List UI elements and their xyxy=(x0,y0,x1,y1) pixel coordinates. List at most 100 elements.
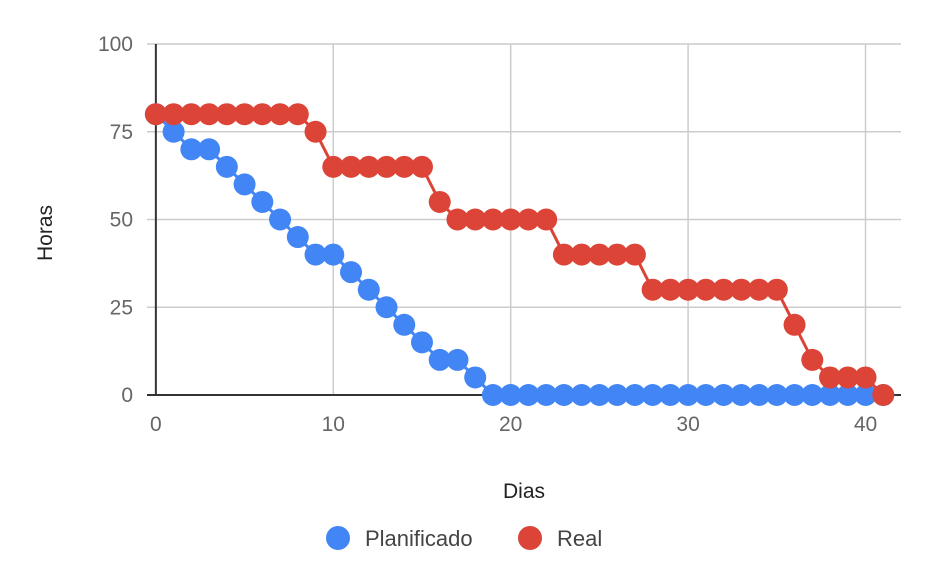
data-point-real-26[interactable] xyxy=(606,243,629,266)
data-point-real-35[interactable] xyxy=(765,278,788,301)
data-point-real-21[interactable] xyxy=(517,208,540,231)
data-point-planificado-37[interactable] xyxy=(801,384,824,406)
data-point-planificado-17[interactable] xyxy=(446,348,469,371)
data-point-planificado-21[interactable] xyxy=(517,384,540,406)
y-tick-label-100: 100 xyxy=(98,33,133,56)
data-point-real-12[interactable] xyxy=(357,155,380,178)
data-point-real-25[interactable] xyxy=(588,243,611,266)
data-point-real-32[interactable] xyxy=(712,278,735,301)
data-point-planificado-12[interactable] xyxy=(357,278,380,301)
data-point-real-0[interactable] xyxy=(144,103,167,126)
x-axis-title: Dias xyxy=(503,480,545,503)
data-point-planificado-39[interactable] xyxy=(836,384,859,406)
data-point-planificado-16[interactable] xyxy=(428,348,451,371)
series-line-planificado xyxy=(154,113,884,397)
data-point-planificado-4[interactable] xyxy=(215,155,238,178)
data-point-planificado-35[interactable] xyxy=(765,384,788,406)
data-point-real-40[interactable] xyxy=(854,366,877,389)
data-point-real-11[interactable] xyxy=(340,155,363,178)
tick-labels: 0 25 50 75 100 0 10 20 30 40 xyxy=(98,33,877,436)
data-point-real-2[interactable] xyxy=(180,103,203,126)
data-point-real-28[interactable] xyxy=(641,278,664,301)
data-point-planificado-40[interactable] xyxy=(854,384,877,406)
legend-label-planificado: Planificado xyxy=(365,526,473,551)
legend-item-planificado[interactable]: Planificado xyxy=(326,526,473,551)
x-tick-label-30: 30 xyxy=(676,413,699,436)
data-point-planificado-3[interactable] xyxy=(198,138,221,161)
data-point-real-24[interactable] xyxy=(570,243,593,266)
data-point-real-17[interactable] xyxy=(446,208,469,231)
data-point-real-3[interactable] xyxy=(198,103,221,126)
data-point-real-1[interactable] xyxy=(162,103,185,126)
data-point-real-6[interactable] xyxy=(251,103,274,126)
x-tick-label-20: 20 xyxy=(499,413,522,436)
data-point-planificado-23[interactable] xyxy=(552,384,575,406)
data-point-real-38[interactable] xyxy=(819,366,842,389)
data-point-real-4[interactable] xyxy=(215,103,238,126)
legend: Planificado Real xyxy=(326,526,602,551)
data-point-real-20[interactable] xyxy=(499,208,522,231)
data-point-planificado-11[interactable] xyxy=(340,261,363,284)
y-tick-label-25: 25 xyxy=(110,296,133,319)
data-point-planificado-31[interactable] xyxy=(694,384,717,406)
data-point-real-33[interactable] xyxy=(730,278,753,301)
data-point-planificado-34[interactable] xyxy=(748,384,771,406)
data-point-planificado-30[interactable] xyxy=(677,384,700,406)
data-point-planificado-9[interactable] xyxy=(304,243,327,266)
data-point-planificado-36[interactable] xyxy=(783,384,806,406)
data-point-real-9[interactable] xyxy=(304,120,327,143)
legend-label-real: Real xyxy=(557,526,602,551)
data-point-planificado-25[interactable] xyxy=(588,384,611,406)
data-point-real-22[interactable] xyxy=(535,208,558,231)
data-point-real-39[interactable] xyxy=(836,366,859,389)
data-point-real-31[interactable] xyxy=(694,278,717,301)
data-point-real-19[interactable] xyxy=(481,208,504,231)
data-point-planificado-19[interactable] xyxy=(481,384,504,406)
data-point-real-7[interactable] xyxy=(269,103,292,126)
data-point-planificado-7[interactable] xyxy=(269,208,292,231)
data-point-real-18[interactable] xyxy=(464,208,487,231)
data-point-real-30[interactable] xyxy=(677,278,700,301)
data-point-planificado-2[interactable] xyxy=(180,138,203,161)
data-point-planificado-14[interactable] xyxy=(393,313,416,336)
series-real xyxy=(144,103,895,406)
data-point-real-5[interactable] xyxy=(233,103,256,126)
data-point-planificado-8[interactable] xyxy=(286,226,309,249)
data-point-real-27[interactable] xyxy=(623,243,646,266)
data-point-planificado-27[interactable] xyxy=(623,384,646,406)
data-point-real-13[interactable] xyxy=(375,155,398,178)
data-point-planificado-13[interactable] xyxy=(375,296,398,319)
data-point-real-34[interactable] xyxy=(748,278,771,301)
data-point-planificado-29[interactable] xyxy=(659,384,682,406)
data-point-planificado-38[interactable] xyxy=(819,384,842,406)
data-point-real-23[interactable] xyxy=(552,243,575,266)
data-point-real-14[interactable] xyxy=(393,155,416,178)
data-point-planificado-26[interactable] xyxy=(606,384,629,406)
data-point-planificado-18[interactable] xyxy=(464,366,487,389)
data-point-planificado-10[interactable] xyxy=(322,243,345,266)
data-point-real-29[interactable] xyxy=(659,278,682,301)
data-point-real-37[interactable] xyxy=(801,348,824,371)
x-tick-label-10: 10 xyxy=(322,413,345,436)
data-point-real-16[interactable] xyxy=(428,190,451,213)
data-point-planificado-1[interactable] xyxy=(162,120,185,143)
data-point-planificado-22[interactable] xyxy=(535,384,558,406)
data-point-real-8[interactable] xyxy=(286,103,309,126)
legend-marker-planificado xyxy=(326,526,350,550)
data-point-planificado-32[interactable] xyxy=(712,384,735,406)
data-point-planificado-6[interactable] xyxy=(251,190,274,213)
data-point-real-10[interactable] xyxy=(322,155,345,178)
legend-item-real[interactable]: Real xyxy=(518,526,602,551)
data-point-planificado-15[interactable] xyxy=(410,331,433,354)
data-point-planificado-33[interactable] xyxy=(730,384,753,406)
data-point-real-15[interactable] xyxy=(410,155,433,178)
data-point-real-36[interactable] xyxy=(783,313,806,336)
data-point-planificado-28[interactable] xyxy=(641,384,664,406)
y-tick-label-50: 50 xyxy=(110,209,133,232)
data-point-planificado-20[interactable] xyxy=(499,384,522,406)
data-point-planificado-5[interactable] xyxy=(233,173,256,196)
y-tick-label-75: 75 xyxy=(110,121,133,144)
data-point-real-41[interactable] xyxy=(872,384,895,406)
data-point-planificado-24[interactable] xyxy=(570,384,593,406)
